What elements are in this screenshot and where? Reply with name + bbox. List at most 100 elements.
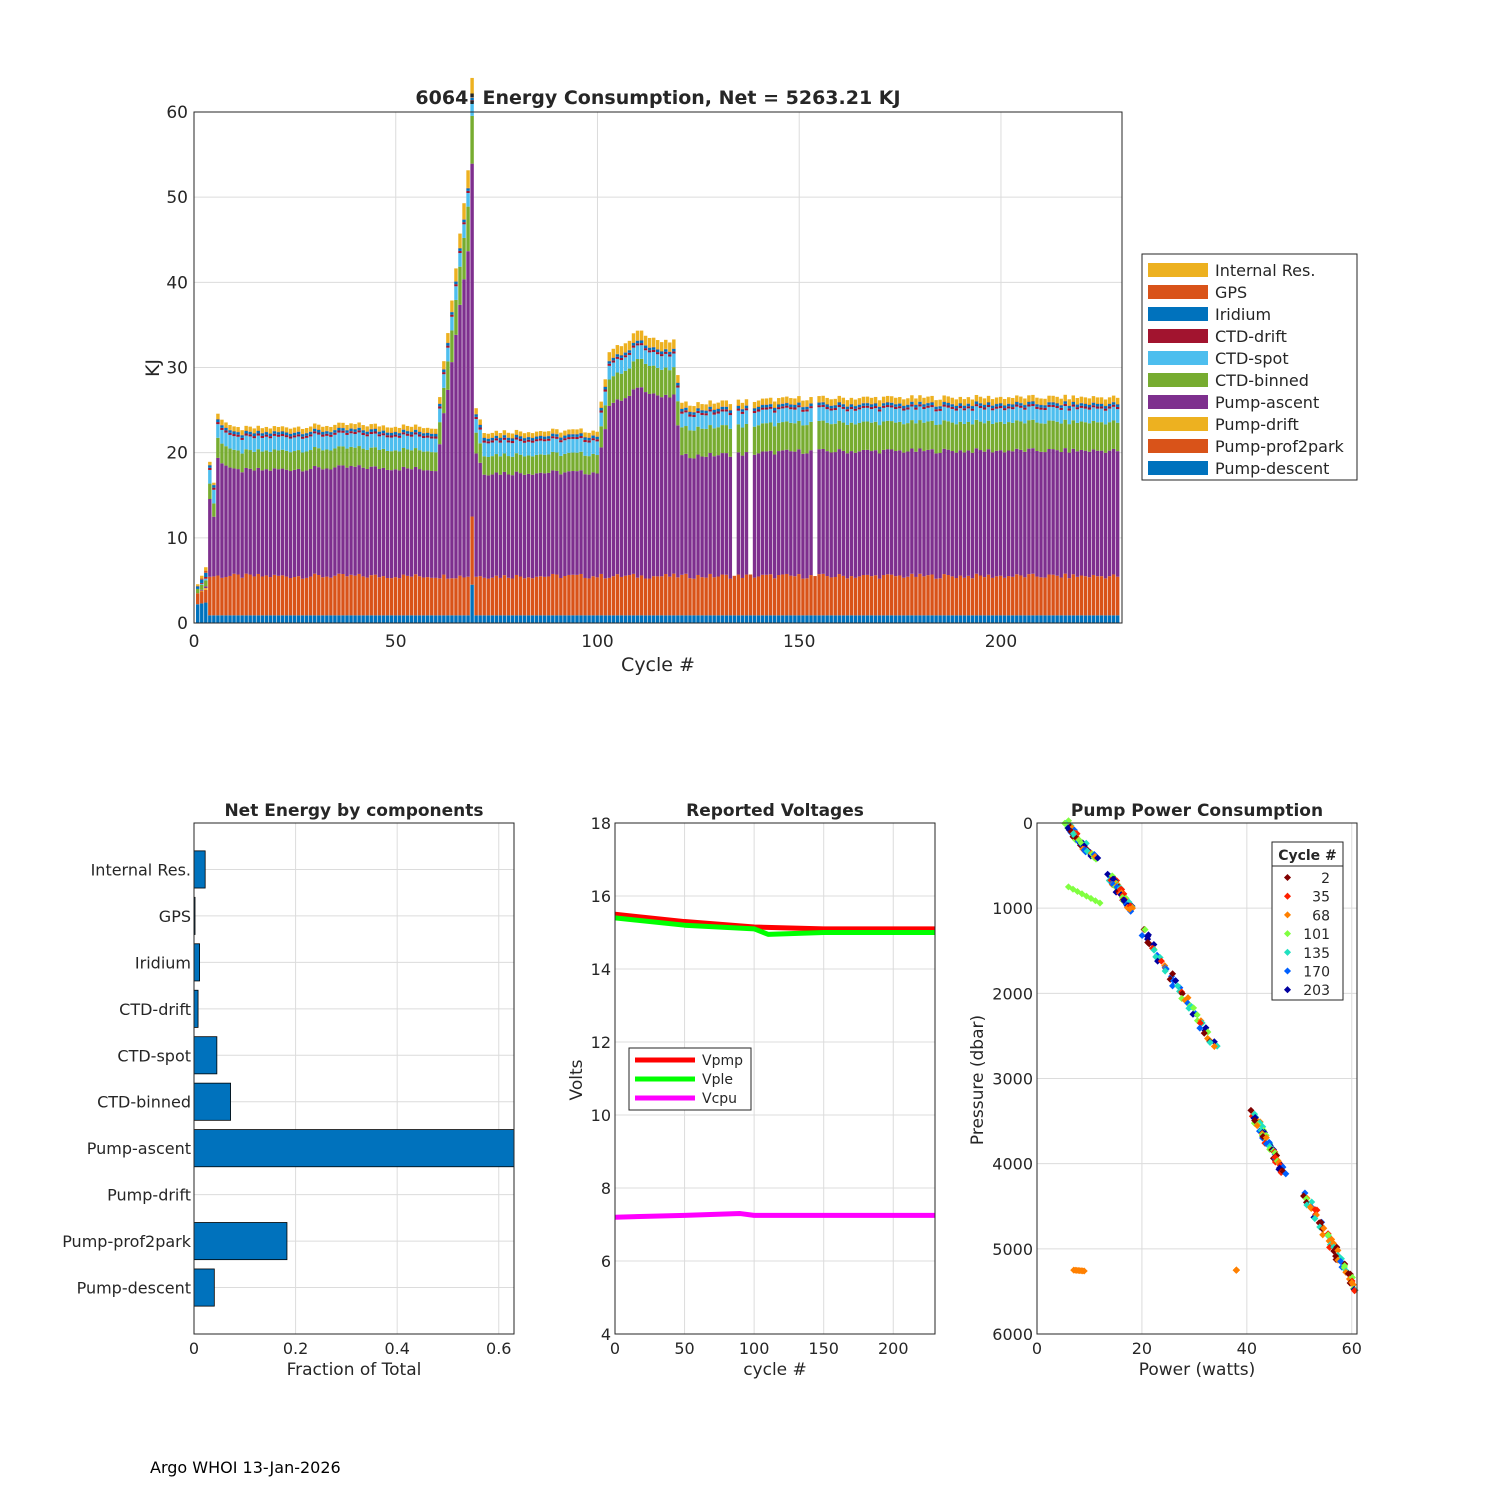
energy-bar-segment xyxy=(244,449,248,468)
energy-bar-segment xyxy=(1035,615,1039,623)
energy-bar-segment xyxy=(793,576,797,616)
energy-bar-segment xyxy=(292,435,297,438)
energy-bar-segment xyxy=(651,365,656,394)
energy-bar-segment xyxy=(970,424,975,453)
energy-bar-segment xyxy=(938,578,942,616)
energy-bar-segment xyxy=(1095,576,1100,616)
energy-bar-segment xyxy=(954,578,958,616)
energy-bar-segment xyxy=(942,404,946,407)
energy-legend-swatch xyxy=(1148,417,1208,431)
energy-bar-segment xyxy=(587,474,591,579)
energy-bar-segment xyxy=(688,405,692,412)
energy-bar-segment xyxy=(736,408,741,411)
energy-bar-segment xyxy=(978,615,983,623)
energy-bar-segment xyxy=(248,450,252,469)
energy-bar-segment xyxy=(712,577,716,616)
energy-bar-segment xyxy=(643,350,648,364)
energy-bar-segment xyxy=(688,411,692,415)
energy-bar-segment xyxy=(454,268,458,282)
energy-bar-segment xyxy=(627,615,632,623)
energy-bar-segment xyxy=(1059,452,1063,578)
energy-bar-segment xyxy=(797,615,801,623)
energy-bar-segment xyxy=(825,404,829,408)
energy-bar-segment xyxy=(877,411,882,426)
energy-bar-segment xyxy=(200,582,204,584)
energy-bar-segment xyxy=(720,574,724,616)
energy-bar-segment xyxy=(756,400,761,407)
energy-bar-segment xyxy=(454,299,458,335)
energy-bar-segment xyxy=(720,409,724,412)
energy-bar-segment xyxy=(559,432,563,438)
energy-bar-segment xyxy=(869,451,874,577)
energy-bar-segment xyxy=(635,387,640,578)
energy-axes-box xyxy=(193,111,1123,624)
energy-bar-segment xyxy=(664,367,668,395)
energy-bar-segment xyxy=(474,576,478,616)
energy-bar-segment xyxy=(885,405,890,408)
energy-bar-segment xyxy=(530,578,535,616)
energy-bar-segment xyxy=(894,404,898,407)
energy-bar-segment xyxy=(732,615,737,623)
energy-bar-segment xyxy=(781,574,785,616)
energy-bar-segment xyxy=(970,406,975,409)
energy-bar-segment xyxy=(583,439,587,443)
energy-bar-segment xyxy=(240,435,244,438)
energy-bar-segment xyxy=(1007,576,1011,616)
energy-bar-segment xyxy=(317,575,321,616)
energy-bar-segment xyxy=(627,395,632,576)
energy-bar-segment xyxy=(873,403,878,407)
energy-bar-segment xyxy=(680,402,684,409)
energy-bar-segment xyxy=(1007,406,1011,409)
energy-bar-segment xyxy=(1107,406,1112,409)
energy-bar-segment xyxy=(865,449,870,575)
energy-bar-segment xyxy=(426,433,430,436)
energy-bar-segment xyxy=(369,575,373,616)
energy-bar-segment xyxy=(664,351,668,354)
pump-legend-label: 101 xyxy=(1303,927,1330,943)
energy-bar-segment xyxy=(785,615,789,623)
energy-bar-segment xyxy=(514,574,519,616)
energy-bar-segment xyxy=(837,420,841,450)
energy-bar-segment xyxy=(551,615,555,623)
energy-bar-segment xyxy=(583,615,587,623)
energy-bar-segment xyxy=(1063,448,1067,574)
energy-bar-segment xyxy=(1095,450,1100,577)
energy-bar-segment xyxy=(446,389,450,579)
energy-bar-segment xyxy=(756,411,761,426)
energy-bar-segment xyxy=(696,402,700,408)
energy-bar-segment xyxy=(958,575,963,616)
energy-bar-segment xyxy=(873,615,878,623)
components-bar xyxy=(193,989,199,1028)
energy-bar-segment xyxy=(224,430,228,433)
energy-bar-segment xyxy=(966,406,971,409)
pump-legend-label: 68 xyxy=(1312,908,1330,924)
energy-bar-segment xyxy=(583,455,587,475)
energy-bar-segment xyxy=(196,604,200,623)
energy-bar-segment xyxy=(458,233,462,248)
energy-bar-segment xyxy=(821,573,825,616)
energy-bar-segment xyxy=(300,428,305,434)
energy-bar-segment xyxy=(401,448,406,467)
energy-bar-segment xyxy=(744,574,749,616)
energy-bar-segment xyxy=(986,404,991,408)
energy-bar-segment xyxy=(248,431,252,435)
energy-bar-segment xyxy=(417,431,422,435)
energy-bar-segment xyxy=(490,615,494,623)
energy-legend-swatch xyxy=(1148,461,1208,475)
energy-bar-segment xyxy=(280,468,285,576)
energy-bar-segment xyxy=(228,575,232,616)
energy-bar-segment xyxy=(890,407,894,422)
energy-bar-segment xyxy=(655,349,660,353)
energy-bar-segment xyxy=(1019,403,1023,406)
energy-bar-segment xyxy=(583,432,587,437)
energy-bar-segment xyxy=(543,454,547,474)
energy-bar-segment xyxy=(329,469,333,578)
energy-bar-segment xyxy=(785,573,789,616)
energy-bar-segment xyxy=(716,576,720,616)
energy-bar-segment xyxy=(397,615,402,623)
energy-bar-segment xyxy=(304,577,309,616)
energy-bar-segment xyxy=(292,469,297,578)
energy-bar-segment xyxy=(853,399,858,406)
energy-bar-segment xyxy=(510,440,515,444)
energy-bar-segment xyxy=(252,428,256,434)
